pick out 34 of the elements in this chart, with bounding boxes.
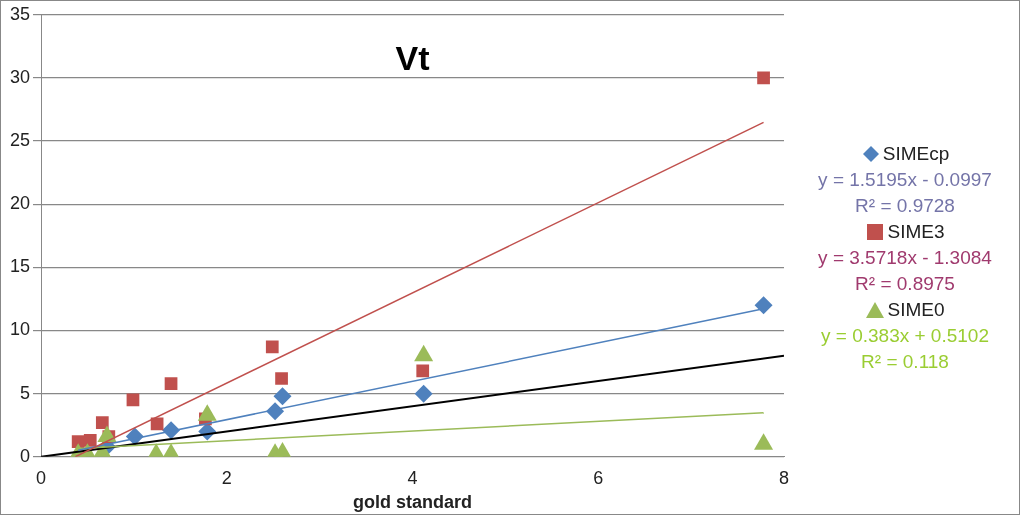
y-tick-label: 10 bbox=[9, 319, 31, 340]
x-tick-label: 4 bbox=[407, 467, 418, 488]
legend-label: SIMEcp bbox=[882, 143, 950, 165]
point bbox=[273, 387, 292, 406]
point bbox=[265, 340, 279, 354]
y-tick-label: 25 bbox=[9, 130, 31, 151]
point bbox=[757, 71, 770, 85]
text: R² = 0.118 bbox=[860, 351, 950, 373]
point bbox=[95, 416, 109, 430]
x-tick-label: 8 bbox=[778, 467, 790, 488]
legend-label: SIME3 bbox=[887, 221, 945, 243]
text: R² = 0.9728 bbox=[854, 195, 956, 217]
text: y = 1.5195x - 0.0997 bbox=[817, 169, 993, 191]
x-axis-title: gold standard bbox=[353, 492, 473, 513]
y-tick-label: 5 bbox=[20, 382, 31, 403]
point bbox=[83, 434, 97, 447]
text: y = 3.5718x - 1.3084 bbox=[817, 247, 993, 269]
y-tick-label: 20 bbox=[9, 193, 31, 214]
point bbox=[275, 372, 288, 385]
legend-label: SIME0 bbox=[887, 299, 945, 321]
point bbox=[416, 364, 430, 378]
text: Vt bbox=[395, 38, 430, 77]
point bbox=[164, 377, 178, 390]
point bbox=[414, 384, 433, 403]
text: y = 0.383x + 0.5102 bbox=[820, 325, 990, 347]
x-tick-label: 6 bbox=[593, 467, 604, 488]
x-tick-label: 0 bbox=[36, 467, 47, 488]
y-tick-label: 0 bbox=[20, 445, 31, 466]
y-tick-label: 35 bbox=[9, 3, 31, 24]
point bbox=[754, 296, 773, 315]
text: R² = 0.8975 bbox=[854, 273, 956, 295]
y-tick-label: 30 bbox=[9, 66, 31, 87]
x-tick-label: 2 bbox=[221, 467, 232, 488]
y-tick-label: 15 bbox=[9, 256, 31, 277]
